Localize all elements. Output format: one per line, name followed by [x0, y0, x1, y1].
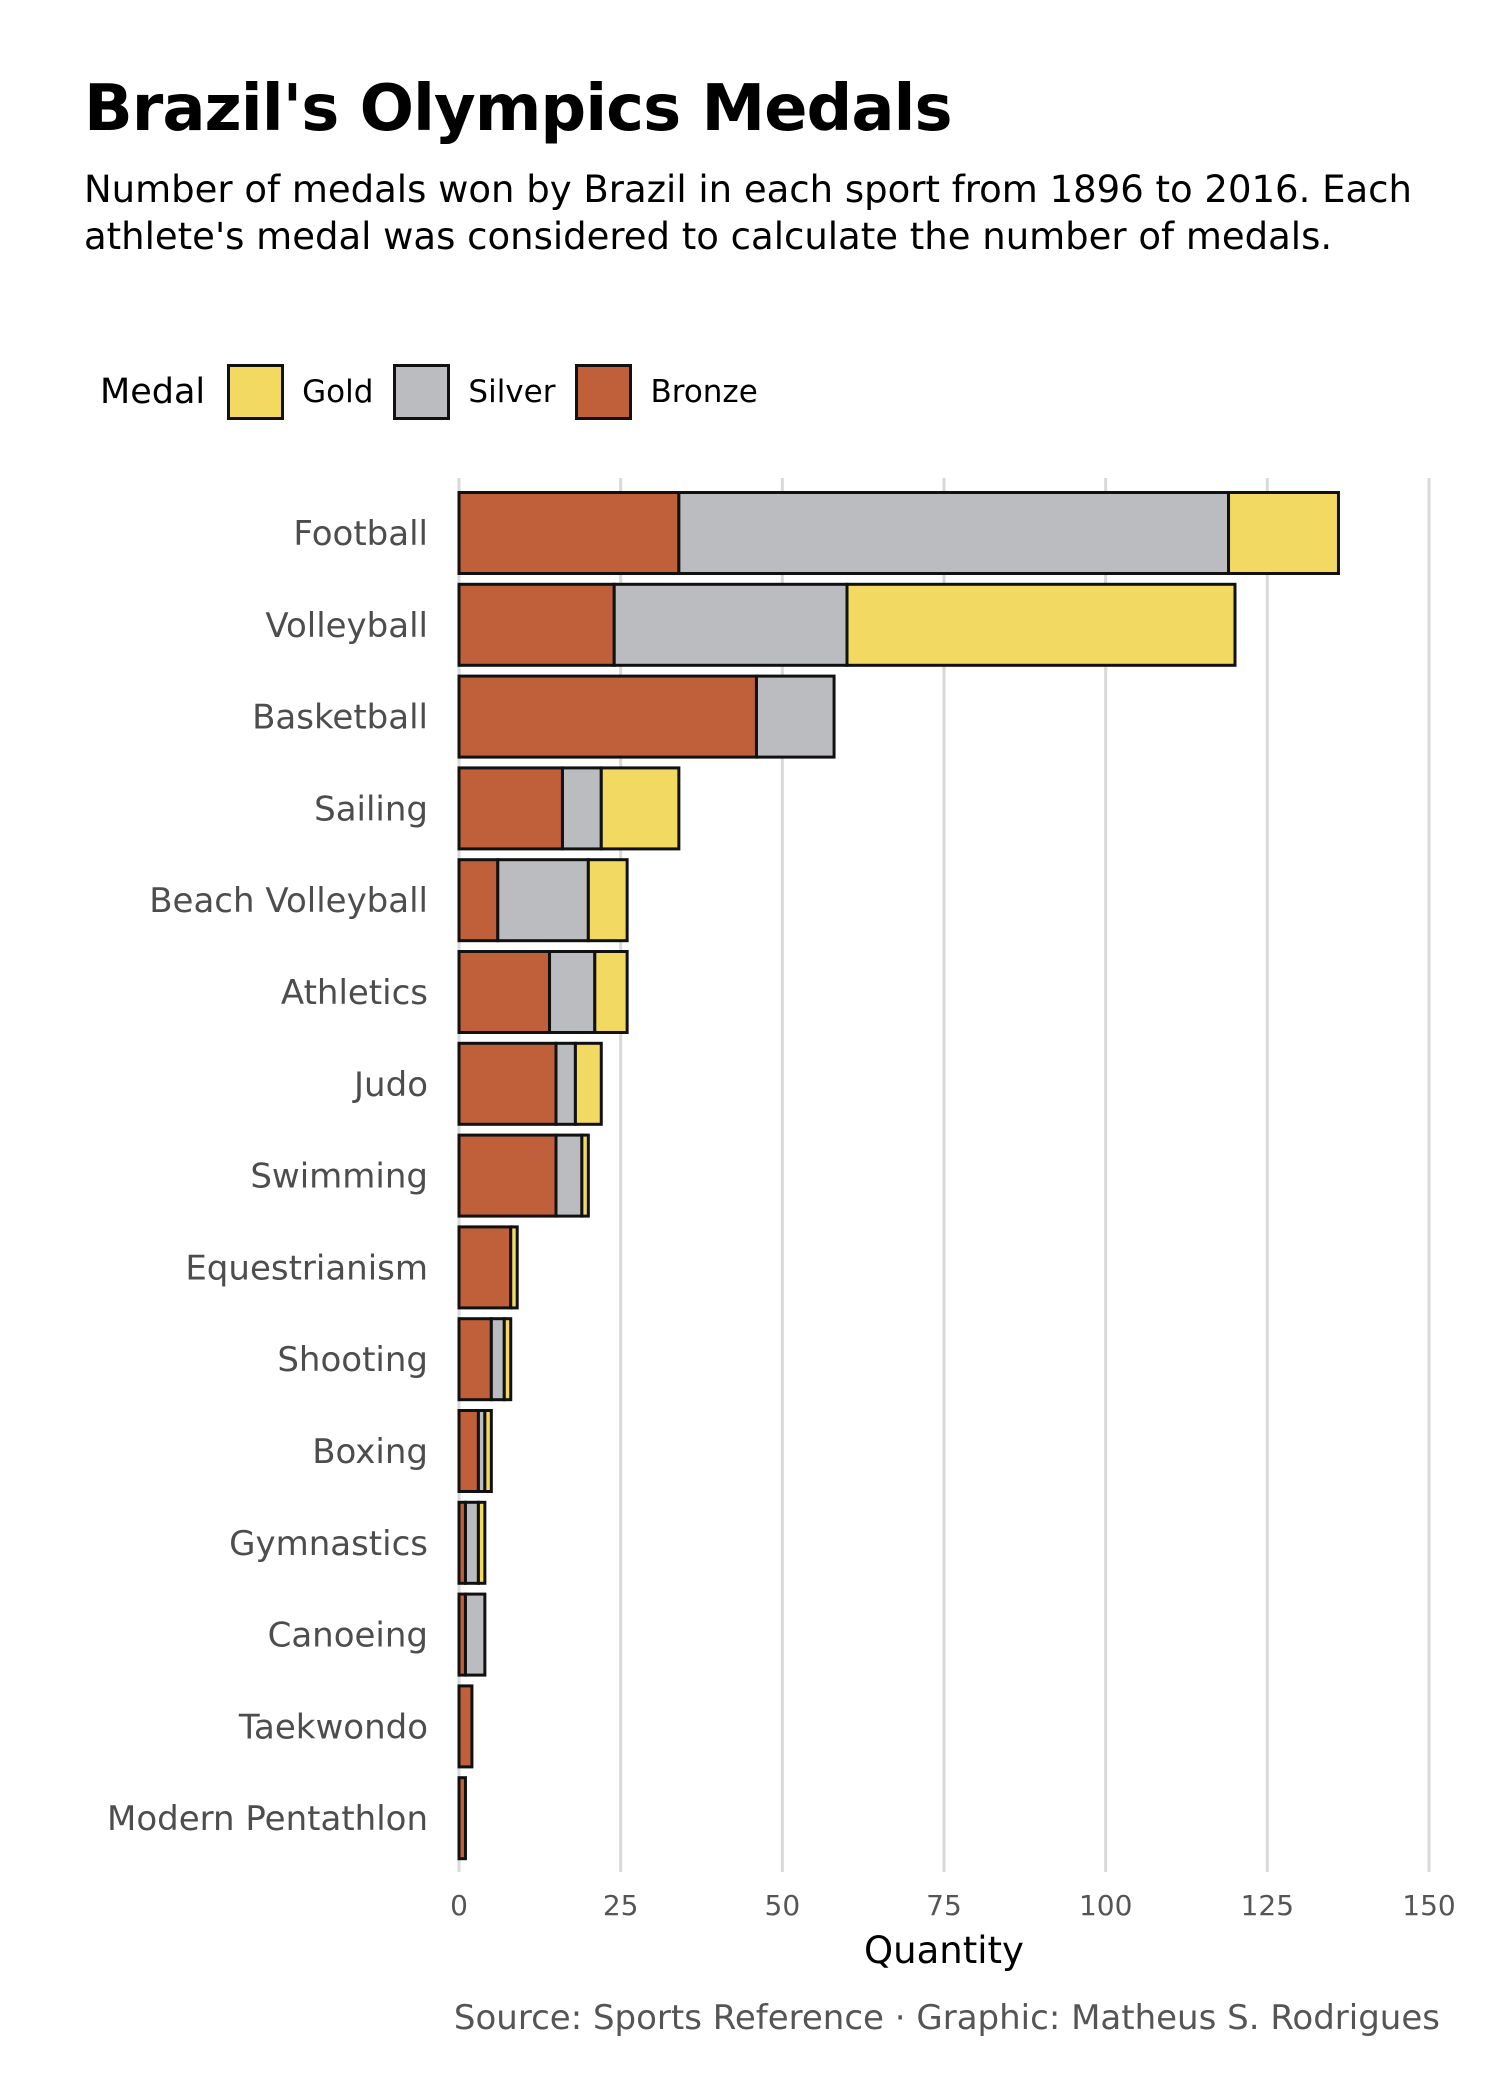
bar-volleyball-gold	[847, 584, 1235, 665]
category-label: Modern Pentathlon	[107, 1799, 428, 1839]
x-tick-label: 50	[765, 1889, 801, 1922]
category-label: Volleyball	[265, 606, 428, 646]
bar-shooting-silver	[491, 1319, 504, 1400]
category-label: Judo	[352, 1065, 428, 1105]
bar-equestrianism-bronze	[459, 1227, 511, 1308]
bar-gymnastics-silver	[465, 1502, 478, 1583]
category-label: Football	[293, 514, 428, 554]
category-label: Canoeing	[268, 1616, 428, 1656]
bar-judo-gold	[575, 1043, 601, 1124]
bar-athletics-gold	[595, 952, 627, 1033]
bar-equestrianism-gold	[511, 1227, 517, 1308]
x-tick-label: 0	[450, 1889, 468, 1922]
bar-athletics-bronze	[459, 952, 550, 1033]
bar-sailing-silver	[562, 768, 601, 849]
x-axis-title: Quantity	[864, 1929, 1024, 1972]
bar-football-silver	[679, 493, 1229, 574]
bar-volleyball-bronze	[459, 584, 614, 665]
source-caption: Source: Sports Reference · Graphic: Math…	[454, 1998, 1440, 2038]
x-tick-label: 75	[926, 1889, 962, 1922]
bar-gymnastics-gold	[478, 1502, 484, 1583]
bar-basketball-bronze	[459, 676, 756, 757]
bar-beach-volleyball-bronze	[459, 860, 498, 941]
category-label: Athletics	[281, 973, 428, 1013]
bar-judo-bronze	[459, 1043, 556, 1124]
category-label: Beach Volleyball	[149, 881, 428, 921]
bar-boxing-bronze	[459, 1411, 478, 1492]
bar-sailing-bronze	[459, 768, 562, 849]
category-label: Taekwondo	[238, 1707, 428, 1747]
bar-swimming-bronze	[459, 1135, 556, 1216]
bar-judo-silver	[556, 1043, 575, 1124]
bar-beach-volleyball-gold	[588, 860, 627, 941]
bar-basketball-silver	[756, 676, 834, 757]
bar-swimming-gold	[582, 1135, 588, 1216]
x-tick-label: 125	[1241, 1889, 1294, 1922]
x-tick-label: 100	[1079, 1889, 1132, 1922]
bar-sailing-gold	[601, 768, 679, 849]
category-label: Shooting	[277, 1340, 428, 1380]
bar-boxing-gold	[485, 1411, 491, 1492]
bar-modern-pentathlon-bronze	[459, 1778, 465, 1859]
category-label: Boxing	[312, 1432, 428, 1472]
bar-shooting-bronze	[459, 1319, 491, 1400]
bar-taekwondo-bronze	[459, 1686, 472, 1767]
bar-athletics-silver	[550, 952, 595, 1033]
bar-shooting-gold	[504, 1319, 510, 1400]
x-tick-label: 25	[603, 1889, 639, 1922]
category-label: Basketball	[252, 698, 428, 738]
bar-volleyball-silver	[614, 584, 847, 665]
x-tick-label: 150	[1402, 1889, 1455, 1922]
category-label: Equestrianism	[185, 1248, 428, 1288]
bar-football-bronze	[459, 493, 679, 574]
category-label: Gymnastics	[229, 1524, 428, 1564]
bar-swimming-silver	[556, 1135, 582, 1216]
bar-beach-volleyball-silver	[498, 860, 589, 941]
bar-football-gold	[1229, 493, 1339, 574]
category-label: Sailing	[314, 789, 428, 829]
bar-canoeing-silver	[465, 1594, 484, 1675]
category-label: Swimming	[250, 1157, 428, 1197]
